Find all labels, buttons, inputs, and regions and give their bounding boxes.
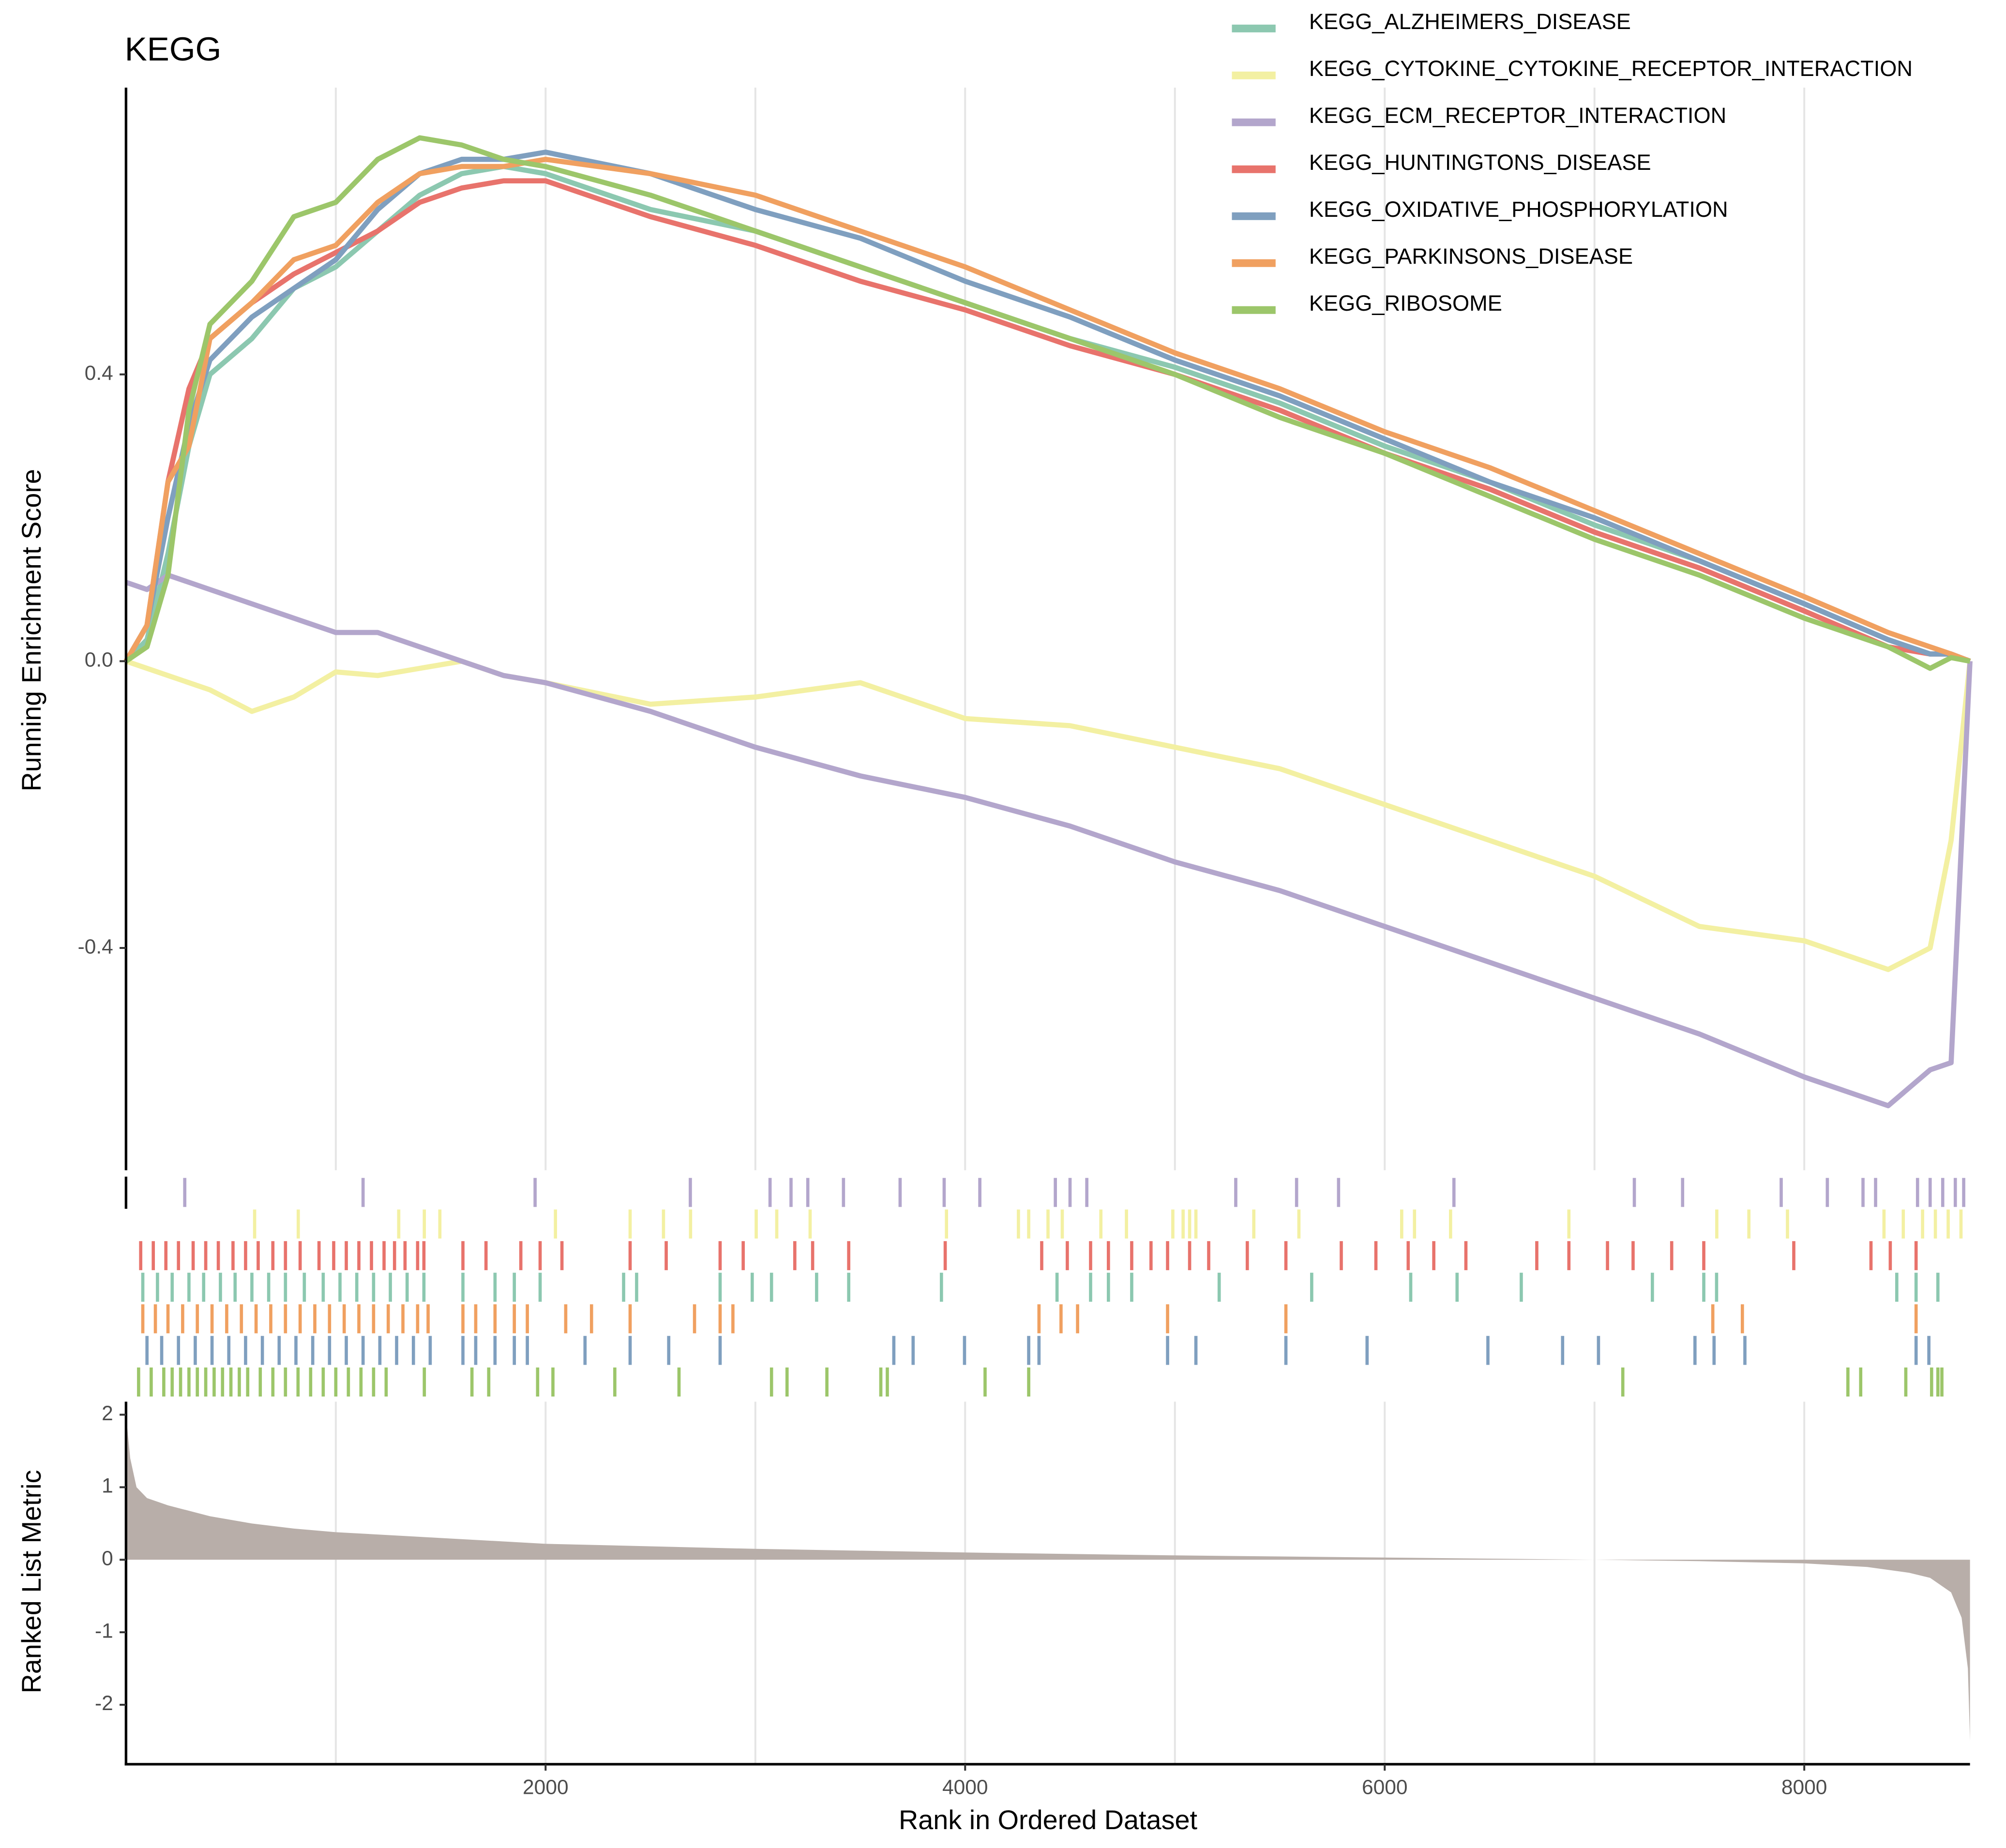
axes: 0.4 0.0 -0.4 2 1 0 -1 -2 2000 4000 6000 8000 (78, 88, 1970, 1799)
y-axis-label: Ranked List Metric (16, 1470, 46, 1694)
enrichment-line (124, 135, 1971, 671)
y-tick-label: 1 (102, 1475, 113, 1498)
legend-label: KEGG_HUNTINGTONS_DISEASE (1309, 150, 1651, 175)
y-tick-label: -2 (95, 1692, 113, 1715)
enrichment-line (125, 572, 1973, 1109)
metric-area (126, 1414, 1970, 1741)
enrichment-line (123, 150, 1971, 664)
y-tick-label: 0 (102, 1548, 113, 1570)
x-axis-label: Rank in Ordered Dataset (899, 1804, 1198, 1835)
x-tick-label: 4000 (942, 1776, 988, 1799)
y-tick-label: 2 (102, 1402, 113, 1425)
chart-title: KEGG (125, 30, 222, 68)
y-tick-label: -1 (95, 1620, 113, 1642)
y-tick-label: 0.0 (85, 649, 113, 672)
enrichment-line (125, 659, 1973, 972)
grid (334, 88, 1806, 1764)
legend: KEGG_ALZHEIMERS_DISEASE KEGG_CYTOKINE_CYT… (1232, 9, 1913, 316)
y-tick-label: 0.4 (85, 362, 113, 385)
legend-label: KEGG_RIBOSOME (1309, 291, 1502, 316)
legend-label: KEGG_PARKINSONS_DISEASE (1309, 244, 1633, 269)
x-tick-label: 2000 (523, 1776, 569, 1799)
y-tick-label: -0.4 (78, 935, 113, 958)
x-tick-label: 8000 (1781, 1776, 1827, 1799)
legend-label: KEGG_CYTOKINE_CYTOKINE_RECEPTOR_INTERACT… (1309, 56, 1913, 81)
enrichment-line (123, 178, 1971, 664)
enrichment-line (123, 156, 1971, 664)
enrichment-line (124, 164, 1971, 664)
x-tick-label: 6000 (1362, 1776, 1408, 1799)
legend-label: KEGG_ECM_RECEPTOR_INTERACTION (1309, 103, 1726, 128)
legend-label: KEGG_OXIDATIVE_PHOSPHORYLATION (1309, 197, 1728, 222)
marks (123, 135, 1973, 1741)
legend-label: KEGG_ALZHEIMERS_DISEASE (1309, 9, 1631, 34)
y-axis-label: Running Enrichment Score (16, 469, 46, 792)
